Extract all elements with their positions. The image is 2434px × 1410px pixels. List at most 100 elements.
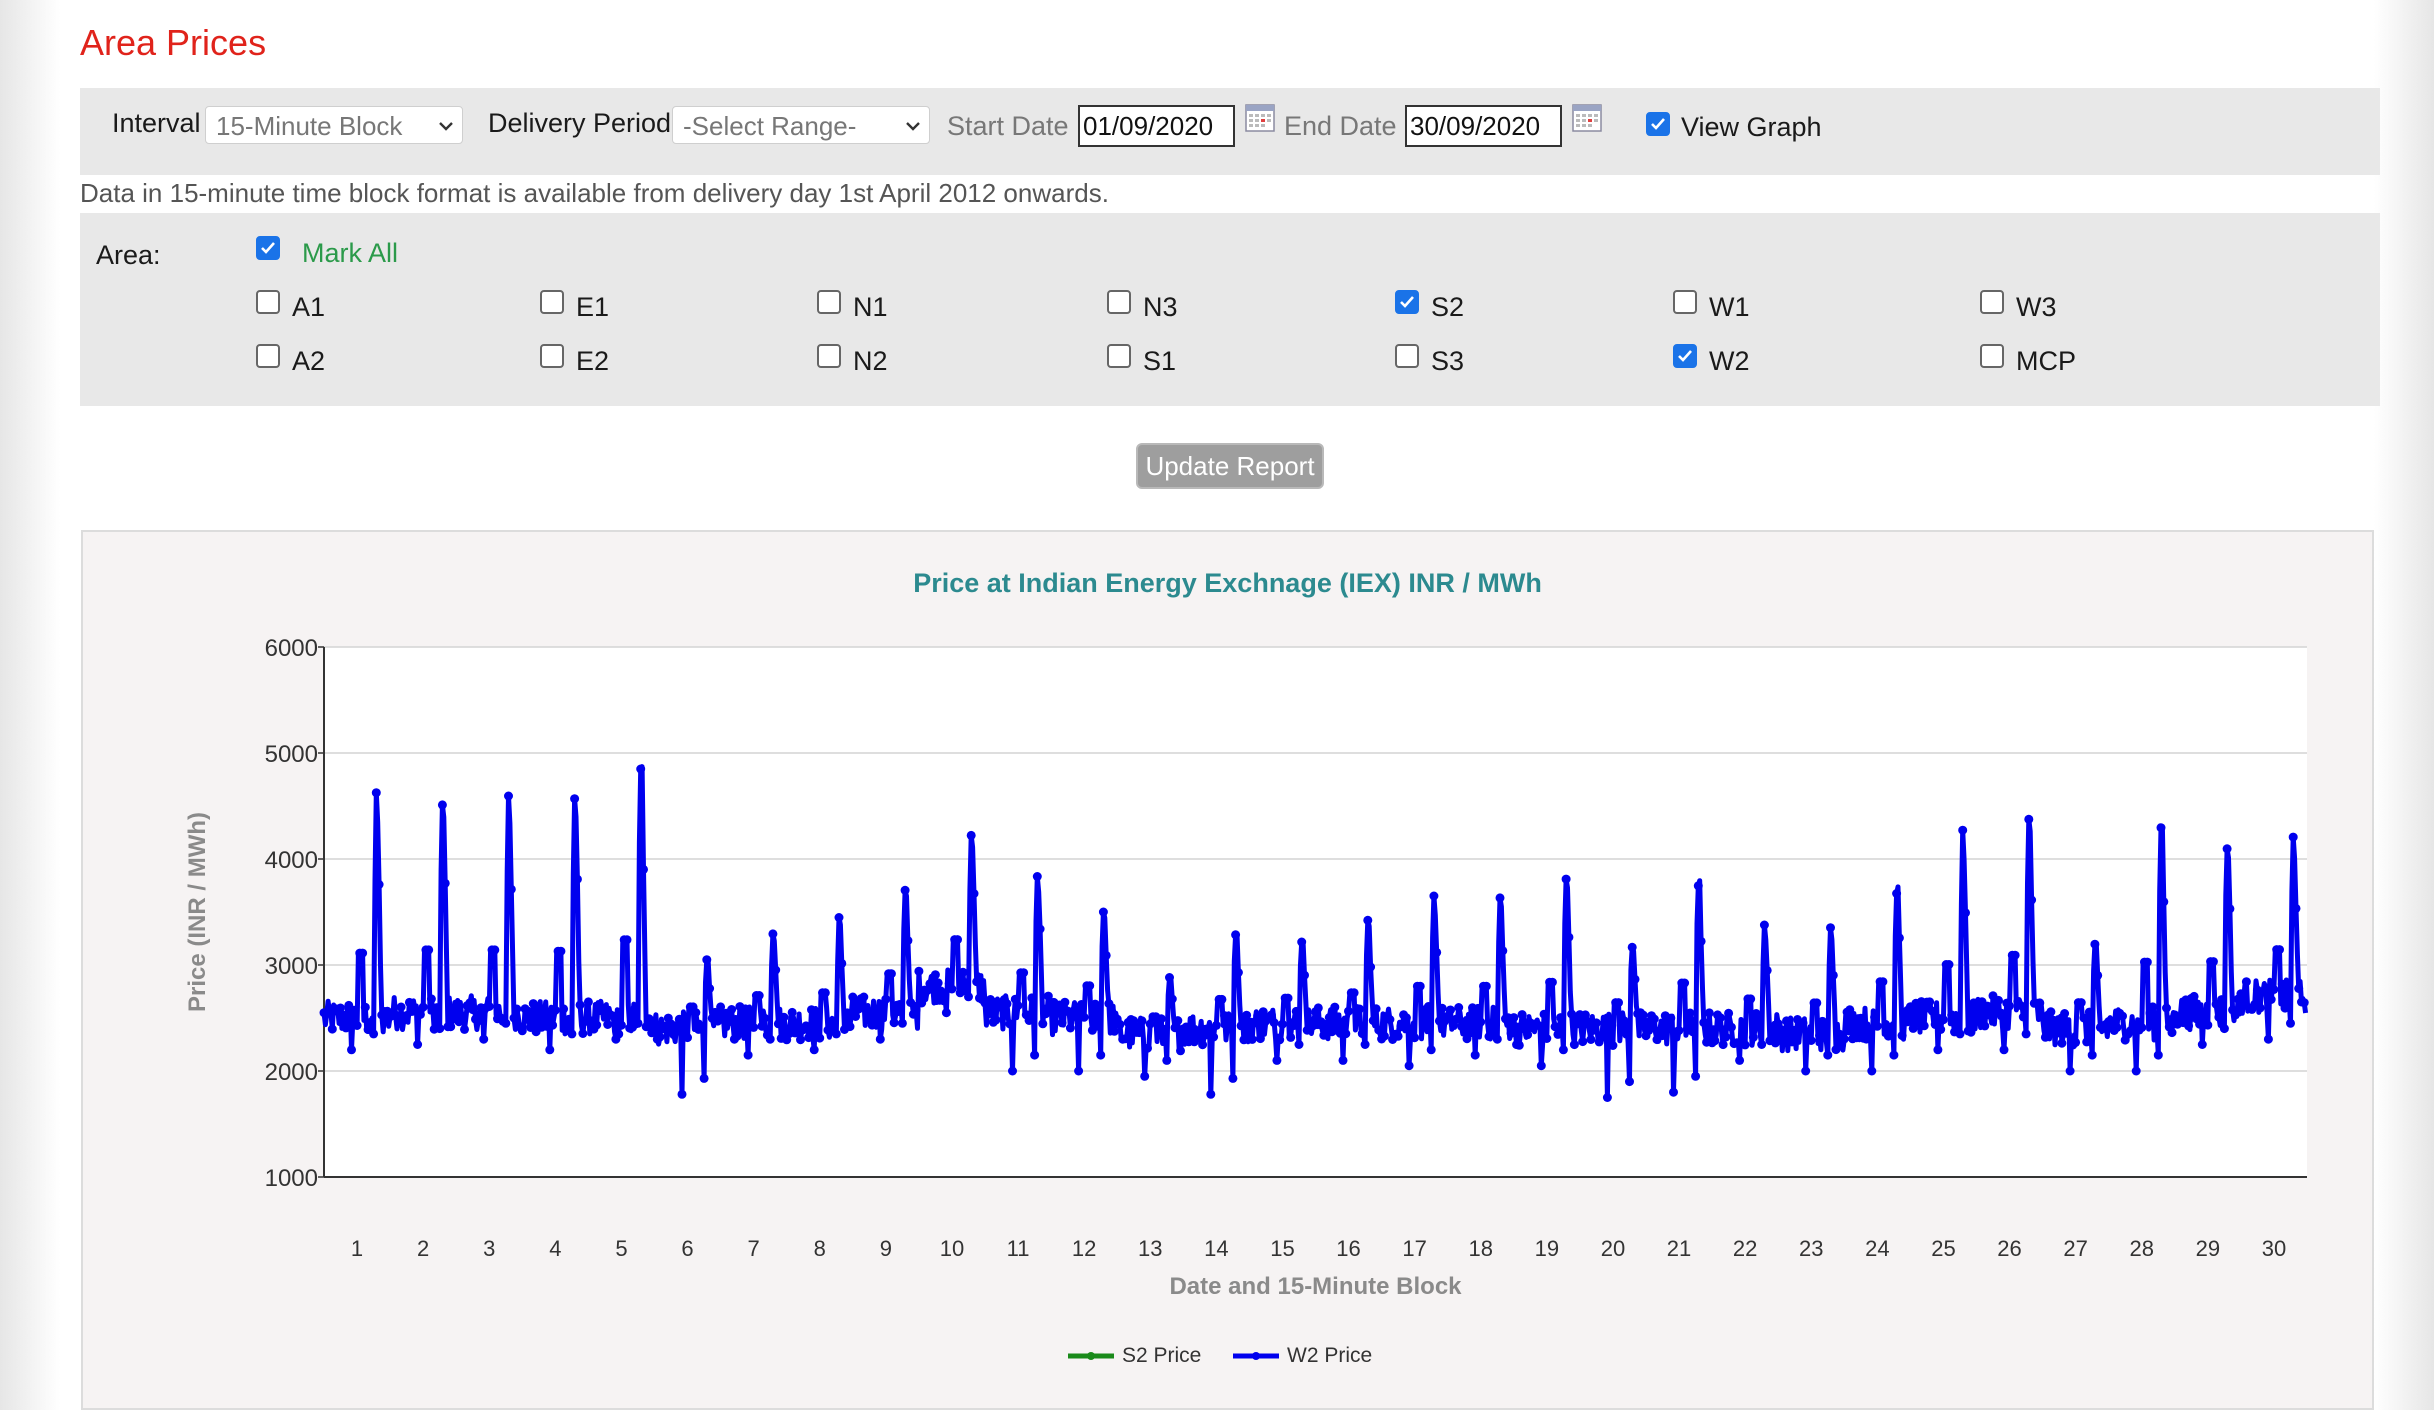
data-point-w2 bbox=[1410, 1033, 1420, 1043]
data-point-w2 bbox=[1404, 1061, 1414, 1071]
data-point-w2 bbox=[2040, 1032, 2050, 1042]
data-point-w2 bbox=[771, 965, 781, 975]
data-point-w2 bbox=[1032, 872, 1042, 881]
area-checkbox-s2[interactable] bbox=[1395, 290, 1419, 314]
data-point-w2 bbox=[2159, 897, 2169, 907]
data-point-w2 bbox=[1446, 1005, 1455, 1015]
data-point-w2 bbox=[2142, 957, 2152, 967]
data-point-w2 bbox=[1517, 1010, 1527, 1020]
data-point-w2 bbox=[1170, 1023, 1180, 1033]
area-checkbox-a2[interactable] bbox=[256, 344, 280, 368]
data-point-w2 bbox=[1757, 1040, 1767, 1049]
data-point-w2 bbox=[1759, 920, 1769, 930]
data-point-w2 bbox=[842, 1008, 852, 1018]
view-graph-checkbox[interactable] bbox=[1646, 112, 1670, 136]
data-point-w2 bbox=[2230, 1006, 2240, 1016]
delivery-period-select[interactable]: -Select Range- bbox=[672, 106, 930, 144]
data-point-w2 bbox=[1289, 1021, 1298, 1031]
data-point-w2 bbox=[1104, 999, 1114, 1009]
data-point-w2 bbox=[1319, 1030, 1329, 1040]
area-checkbox-s3[interactable] bbox=[1395, 344, 1419, 368]
area-option-label-n3: N3 bbox=[1143, 292, 1178, 322]
data-point-w2 bbox=[1536, 1061, 1546, 1071]
area-checkbox-w3[interactable] bbox=[1980, 290, 2004, 314]
data-point-w2 bbox=[1393, 1031, 1403, 1041]
data-point-w2 bbox=[1330, 1002, 1340, 1012]
data-point-w2 bbox=[895, 1000, 905, 1009]
data-point-w2 bbox=[1231, 930, 1241, 940]
data-point-w2 bbox=[641, 1022, 651, 1032]
data-point-w2 bbox=[1269, 1018, 1279, 1028]
mark-all-label[interactable]: Mark All bbox=[302, 238, 399, 268]
area-checkbox-w1[interactable] bbox=[1673, 290, 1697, 314]
data-point-w2 bbox=[2051, 1019, 2061, 1029]
data-point-w2 bbox=[820, 988, 830, 998]
data-point-w2 bbox=[1572, 1019, 1582, 1029]
data-point-w2 bbox=[1561, 874, 1571, 884]
update-report-button[interactable]: Update Report bbox=[1136, 443, 1324, 489]
start-date-input[interactable]: 01/09/2020 bbox=[1078, 105, 1235, 147]
x-tick-label: 26 bbox=[1997, 1236, 2021, 1261]
area-option-label-mcp: MCP bbox=[2016, 346, 2076, 376]
data-point-w2 bbox=[1900, 1009, 1910, 1019]
area-checkbox-n3[interactable] bbox=[1107, 290, 1131, 314]
data-point-w2 bbox=[548, 1020, 558, 1030]
data-point-w2 bbox=[1740, 1040, 1750, 1050]
data-point-w2 bbox=[2062, 1028, 2072, 1038]
data-point-w2 bbox=[757, 1021, 767, 1031]
data-point-w2 bbox=[1368, 1016, 1378, 1026]
end-date-input[interactable]: 30/09/2020 bbox=[1405, 105, 1562, 147]
availability-note: Data in 15-minute time block format is a… bbox=[80, 178, 1109, 208]
data-point-w2 bbox=[829, 1019, 838, 1029]
calendar-icon[interactable] bbox=[1245, 104, 1275, 132]
data-point-w2 bbox=[1242, 1010, 1252, 1020]
calendar-icon[interactable] bbox=[1572, 104, 1602, 132]
check-icon bbox=[261, 242, 275, 254]
data-point-w2 bbox=[1019, 968, 1029, 978]
data-point-w2 bbox=[1914, 1005, 1924, 1015]
data-point-w2 bbox=[509, 1013, 519, 1023]
data-point-w2 bbox=[1225, 1022, 1235, 1032]
data-point-w2 bbox=[1233, 968, 1243, 977]
data-point-w2 bbox=[575, 1000, 585, 1010]
data-point-w2 bbox=[1211, 1020, 1221, 1030]
area-checkbox-a1[interactable] bbox=[256, 290, 280, 314]
area-checkbox-w2[interactable] bbox=[1673, 344, 1697, 368]
chart-panel: Price at Indian Energy Exchnage (IEX) IN… bbox=[81, 530, 2374, 1410]
data-point-w2 bbox=[969, 889, 979, 899]
data-point-w2 bbox=[639, 864, 648, 874]
data-point-w2 bbox=[1644, 1026, 1654, 1035]
area-option-label-w3: W3 bbox=[2016, 292, 2057, 322]
mark-all-checkbox[interactable] bbox=[256, 236, 280, 260]
data-point-w2 bbox=[1308, 1021, 1318, 1031]
legend-item-w2[interactable]: W2 Price bbox=[1233, 1344, 1372, 1368]
data-point-w2 bbox=[873, 1020, 883, 1030]
interval-select-value: 15-Minute Block bbox=[216, 111, 403, 141]
data-point-w2 bbox=[1121, 1034, 1130, 1044]
area-checkbox-e2[interactable] bbox=[540, 344, 564, 368]
data-point-w2 bbox=[680, 1014, 690, 1024]
data-point-w2 bbox=[1578, 1037, 1588, 1047]
y-tick-label: 4000 bbox=[265, 847, 318, 874]
area-option-label-s3: S3 bbox=[1431, 346, 1465, 376]
area-checkbox-s1[interactable] bbox=[1107, 344, 1131, 368]
data-point-w2 bbox=[608, 1011, 618, 1021]
data-point-w2 bbox=[1165, 973, 1174, 982]
data-point-w2 bbox=[1272, 1055, 1282, 1065]
data-point-w2 bbox=[1283, 993, 1293, 1003]
interval-select[interactable]: 15-Minute Block bbox=[205, 106, 463, 144]
data-point-w2 bbox=[1002, 999, 1012, 1009]
data-point-w2 bbox=[702, 955, 712, 965]
data-point-w2 bbox=[1999, 1045, 2009, 1055]
area-checkbox-e1[interactable] bbox=[540, 290, 564, 314]
area-checkbox-n2[interactable] bbox=[817, 344, 841, 368]
legend-item-s2[interactable]: S2 Price bbox=[1068, 1344, 1201, 1368]
data-point-w2 bbox=[1897, 1031, 1907, 1041]
data-point-w2 bbox=[559, 1004, 569, 1014]
data-point-w2 bbox=[2275, 945, 2284, 955]
data-point-w2 bbox=[716, 1002, 726, 1012]
area-checkbox-n1[interactable] bbox=[817, 290, 841, 314]
data-point-w2 bbox=[1030, 1050, 1040, 1060]
area-checkbox-mcp[interactable] bbox=[1980, 344, 2004, 368]
area-selector: Area: Mark All A1 E1 N1 N3 S2 W1 W3 A2 E2 N2 S1 S3 W… bbox=[80, 213, 2380, 406]
